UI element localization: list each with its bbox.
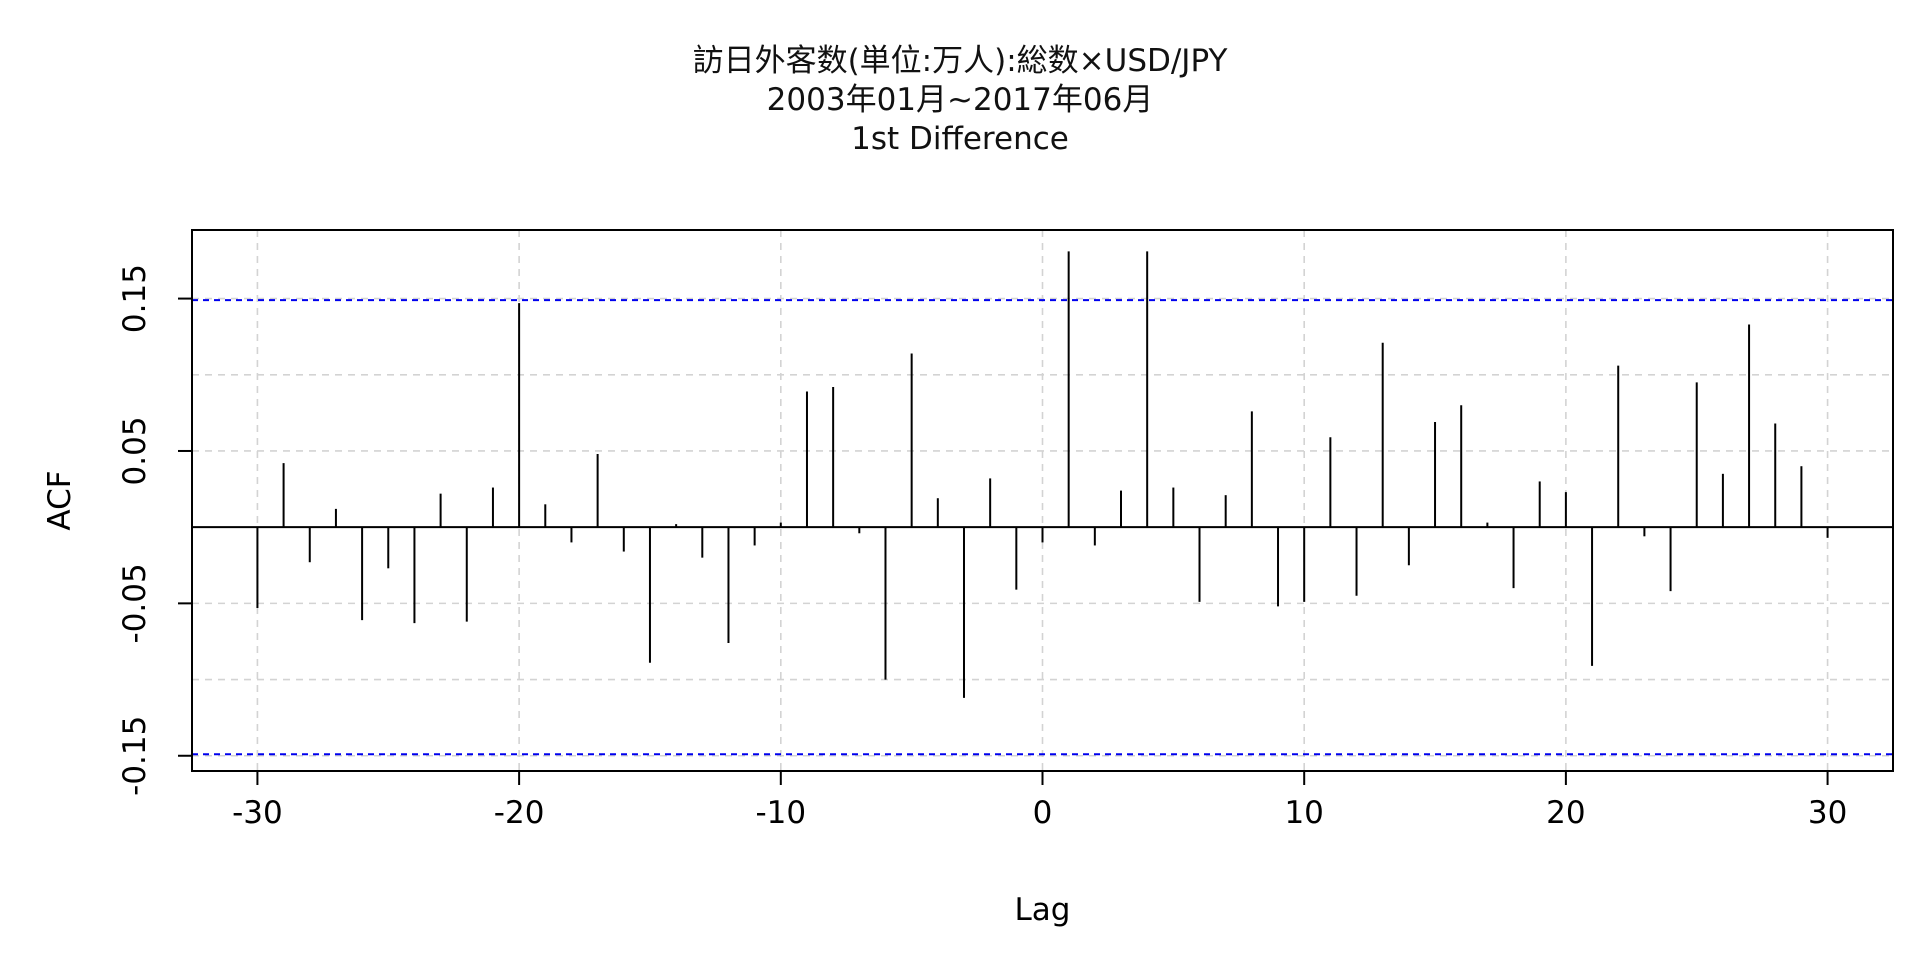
y-tick-label: -0.15	[117, 716, 153, 796]
y-axis-title: ACF	[42, 470, 78, 530]
x-tick-label: 20	[1546, 795, 1585, 831]
x-tick-label: 10	[1284, 795, 1323, 831]
chart-title-line-2: 2003年01月~2017年06月	[766, 82, 1154, 118]
x-tick-label: -30	[232, 795, 283, 831]
confidence-bands	[192, 299, 1893, 756]
chart-title: 訪日外客数(単位:万人):総数×USD/JPY 2003年01月~2017年06…	[0, 42, 1920, 159]
x-axis: -30 -20 -10 0 10 20 30	[232, 771, 1847, 831]
y-tick-label: 0.15	[117, 264, 153, 333]
y-tick-label: 0.05	[117, 416, 153, 485]
x-tick-label: -10	[755, 795, 806, 831]
grid-layer	[192, 230, 1893, 771]
y-axis: -0.15 -0.05 0.05 0.15	[117, 264, 192, 796]
acf-stems	[256, 251, 1829, 698]
x-tick-label: 0	[1033, 795, 1053, 831]
y-tick-label: -0.05	[117, 563, 153, 643]
x-tick-label: 30	[1808, 795, 1847, 831]
x-tick-label: -20	[494, 795, 545, 831]
chart-title-line-3: 1st Difference	[851, 121, 1069, 157]
chart-title-line-1: 訪日外客数(単位:万人):総数×USD/JPY	[692, 43, 1228, 79]
x-axis-title: Lag	[1015, 892, 1071, 928]
